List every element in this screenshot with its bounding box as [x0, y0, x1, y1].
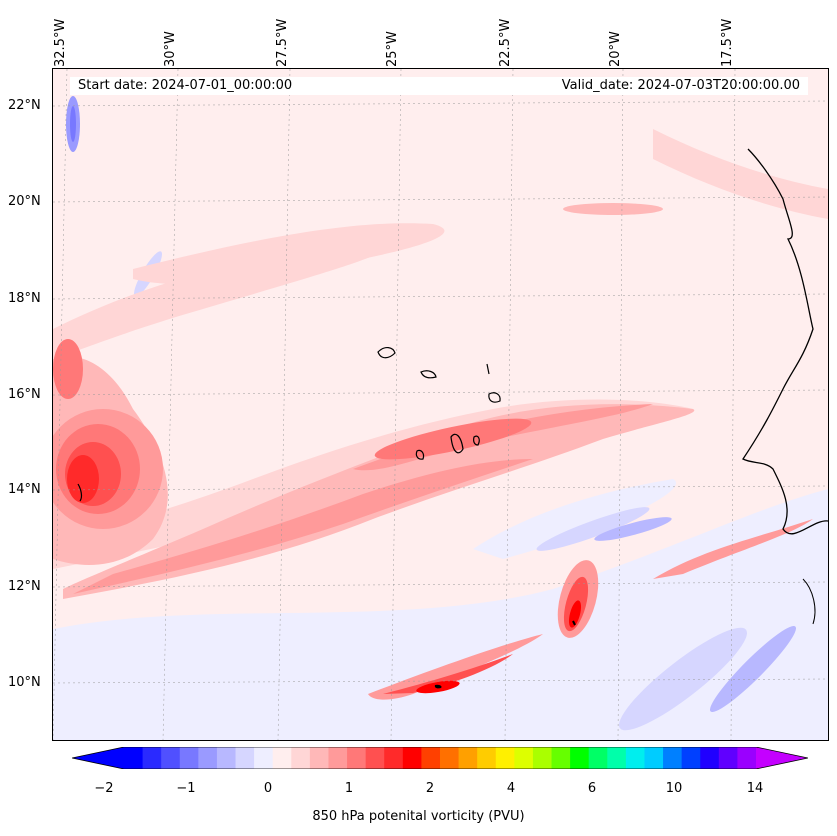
colorbar-segment	[402, 747, 422, 769]
colorbar-segment	[124, 747, 144, 769]
lon-label: 30°W	[163, 31, 178, 67]
colorbar-tick: 0	[263, 781, 273, 796]
colorbar-segment	[570, 747, 590, 769]
colorbar-segment	[272, 747, 292, 769]
colorbar-segment	[551, 747, 571, 769]
colorbar-segment	[235, 747, 255, 769]
coastline	[742, 148, 828, 535]
pv-field	[53, 69, 828, 740]
colorbar-segment	[477, 747, 497, 769]
colorbar-segment	[663, 747, 683, 769]
lon-label: 32.5°W	[53, 18, 68, 67]
colorbar-segment	[514, 747, 534, 769]
lat-label: 20°N	[8, 194, 41, 209]
colorbar	[72, 747, 808, 769]
colorbar-segment	[384, 747, 404, 769]
colorbar-tick: 2	[425, 781, 435, 796]
colorbar-over-extend	[756, 747, 808, 769]
lat-label: 10°N	[8, 675, 41, 690]
colorbar-segment	[161, 747, 181, 769]
lat-label: 16°N	[8, 387, 41, 402]
colorbar-tick: −1	[176, 781, 196, 796]
colorbar-segment	[254, 747, 274, 769]
lon-label: 25°W	[385, 31, 400, 67]
colorbar-segment	[291, 747, 311, 769]
valid-date: Valid_date: 2024-07-03T20:00:00.00	[561, 78, 800, 93]
colorbar-segment	[458, 747, 478, 769]
colorbar-segment	[588, 747, 608, 769]
lat-label: 14°N	[8, 482, 41, 497]
colorbar-segment	[309, 747, 329, 769]
colorbar-segment	[700, 747, 720, 769]
colorbar-segment	[440, 747, 460, 769]
colorbar-segment	[179, 747, 199, 769]
colorbar-segment	[198, 747, 218, 769]
colorbar-segment	[607, 747, 627, 769]
colorbar-segment	[365, 747, 385, 769]
colorbar-segment	[737, 747, 757, 769]
colorbar-segment	[347, 747, 367, 769]
lon-label: 27.5°W	[275, 18, 290, 67]
date-banner: Start date: 2024-07-01_00:00:00 Valid_da…	[70, 77, 808, 95]
colorbar-segment	[681, 747, 701, 769]
lat-label: 12°N	[8, 579, 41, 594]
colorbar-tick: 6	[587, 781, 597, 796]
lat-label: 22°N	[8, 98, 41, 113]
colorbar-segment	[495, 747, 515, 769]
colorbar-segment	[216, 747, 237, 769]
colorbar-under-extend	[72, 747, 124, 769]
colorbar-segment	[142, 747, 162, 769]
colorbar-segment	[625, 747, 645, 769]
lon-label: 17.5°W	[720, 18, 735, 67]
colorbar-tick: 4	[506, 781, 516, 796]
colorbar-segment	[718, 747, 738, 769]
colorbar-segment	[328, 747, 348, 769]
colorbar-tick: 10	[665, 781, 683, 796]
map-panel[interactable]	[52, 68, 829, 741]
lon-label: 20°W	[608, 31, 623, 67]
lat-label: 18°N	[8, 291, 41, 306]
colorbar-tick: 1	[344, 781, 354, 796]
lon-label: 22.5°W	[498, 18, 513, 67]
colorbar-label: 850 hPa potenital vorticity (PVU)	[312, 809, 525, 824]
islands	[377, 347, 501, 460]
colorbar-segment	[644, 747, 664, 769]
colorbar-segment	[421, 747, 441, 769]
colorbar-tick: −2	[94, 781, 114, 796]
colorbar-tick: 14	[746, 781, 764, 796]
start-date: Start date: 2024-07-01_00:00:00	[78, 78, 293, 93]
colorbar-segment	[532, 747, 553, 769]
